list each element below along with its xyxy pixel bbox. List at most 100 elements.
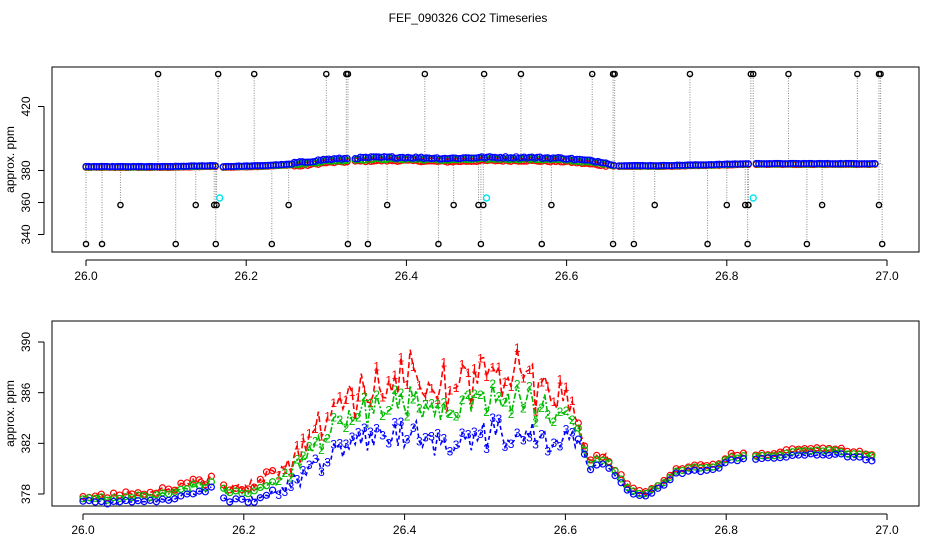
series-3-marker: 3 bbox=[428, 429, 435, 443]
channel-3-point bbox=[224, 162, 233, 171]
series-2-marker: 2 bbox=[520, 402, 527, 416]
outlier-marker bbox=[704, 240, 711, 248]
series-1-line bbox=[82, 347, 876, 500]
series-1-marker: 1 bbox=[337, 390, 344, 404]
series-1-marker: 1 bbox=[398, 350, 405, 364]
outlier-marker bbox=[749, 70, 757, 78]
series-3-point bbox=[189, 490, 197, 498]
series-1-marker: 1 bbox=[508, 380, 515, 394]
series-2-marker: 2 bbox=[410, 392, 417, 406]
channel-3-point bbox=[282, 160, 291, 168]
channel-3-point bbox=[127, 163, 135, 171]
series-2-marker: 2 bbox=[502, 395, 509, 409]
series-1-marker: 1 bbox=[447, 383, 454, 397]
outlier-marker bbox=[250, 70, 258, 78]
reference-marker bbox=[749, 194, 757, 202]
channel-3-point bbox=[166, 162, 175, 171]
channel-3-point bbox=[641, 162, 650, 170]
series-2-marker: 2 bbox=[508, 407, 515, 421]
outlier-marker bbox=[785, 70, 792, 78]
channel-3-point bbox=[301, 158, 309, 166]
series-3-point bbox=[605, 464, 613, 472]
channel-3-point bbox=[325, 155, 333, 163]
series-3-point bbox=[837, 450, 845, 458]
series-3-point bbox=[642, 492, 650, 500]
channel-3-point bbox=[132, 162, 140, 171]
x-tick-label: 26.4 bbox=[395, 269, 419, 283]
series-1-marker: 1 bbox=[489, 360, 496, 374]
channel-3-point bbox=[380, 153, 388, 161]
channel-3-point bbox=[201, 162, 209, 170]
series-3-point bbox=[97, 497, 105, 506]
channel-3-point bbox=[330, 155, 338, 163]
channel-3-point bbox=[702, 161, 710, 169]
series-3-marker: 3 bbox=[483, 442, 490, 456]
series-3-marker: 3 bbox=[367, 425, 374, 439]
y-tick-label: 378 bbox=[19, 484, 33, 504]
channel-3-point bbox=[689, 161, 697, 169]
channel-3-point bbox=[304, 158, 312, 166]
series-3-marker: 3 bbox=[502, 440, 509, 454]
series-2-marker: 2 bbox=[343, 421, 350, 435]
series-1-marker: 1 bbox=[477, 352, 484, 366]
series-3-marker: 3 bbox=[324, 455, 331, 469]
channel-3-point bbox=[797, 160, 805, 168]
channel-3-point bbox=[831, 160, 840, 168]
series-1-marker: 1 bbox=[532, 405, 539, 419]
channel-3-point bbox=[238, 162, 246, 170]
series-2-marker: 2 bbox=[300, 449, 307, 463]
channel-3-point bbox=[367, 153, 375, 161]
series-1-marker: 1 bbox=[324, 409, 331, 423]
channel-3-point bbox=[451, 154, 460, 162]
series-2-marker: 2 bbox=[428, 396, 435, 410]
y-tick-label: 360 bbox=[19, 192, 33, 212]
series-3-marker: 3 bbox=[434, 427, 441, 441]
series-1-point bbox=[220, 481, 228, 489]
series-1-marker: 1 bbox=[563, 380, 570, 394]
series-2-marker: 2 bbox=[434, 397, 441, 411]
channel-3-point bbox=[296, 158, 304, 166]
outlier-marker bbox=[344, 240, 352, 248]
outlier-marker bbox=[723, 201, 731, 209]
series-1-marker: 1 bbox=[434, 393, 441, 407]
series-3-marker: 3 bbox=[337, 436, 344, 450]
channel-3-point bbox=[256, 161, 264, 170]
series-3-point bbox=[648, 489, 656, 497]
channel-3-point bbox=[871, 160, 879, 168]
series-2-point bbox=[152, 491, 160, 499]
channel-3-point bbox=[209, 161, 217, 170]
outlier-marker bbox=[214, 70, 222, 78]
channel-3-point bbox=[206, 162, 214, 170]
outlier-marker bbox=[878, 240, 886, 248]
series-1-point bbox=[727, 449, 735, 458]
channel-3-point bbox=[470, 154, 478, 162]
outlier-marker bbox=[322, 70, 330, 78]
channel-3-point bbox=[438, 155, 446, 163]
series-1-marker: 1 bbox=[471, 362, 478, 376]
channel-3-point bbox=[230, 162, 238, 171]
channel-3-point bbox=[174, 162, 182, 170]
channel-3-point bbox=[428, 154, 436, 163]
series-3-marker: 3 bbox=[312, 452, 319, 466]
y-tick-label: 390 bbox=[19, 332, 33, 352]
channel-3-point bbox=[623, 162, 631, 170]
channel-3-point bbox=[137, 162, 146, 171]
channel-3-point bbox=[340, 154, 349, 163]
channel-3-point bbox=[290, 158, 299, 166]
series-2-marker: 2 bbox=[337, 413, 344, 427]
channel-3-point bbox=[235, 162, 243, 170]
channel-3-point bbox=[805, 159, 813, 168]
channel-3-point bbox=[647, 161, 655, 170]
series-1-marker: 1 bbox=[379, 390, 386, 404]
channel-3-point bbox=[618, 162, 626, 170]
series-1-marker: 1 bbox=[428, 382, 435, 396]
channel-3-point bbox=[734, 160, 742, 168]
channel-3-point bbox=[87, 163, 95, 171]
channel-3-point bbox=[298, 158, 306, 166]
channel-3-point bbox=[446, 154, 454, 162]
series-3-point bbox=[171, 495, 179, 503]
channel-3-point bbox=[713, 160, 721, 168]
series-1-marker: 1 bbox=[465, 366, 472, 380]
series-3-marker: 3 bbox=[343, 437, 350, 451]
outlier-marker bbox=[435, 240, 442, 248]
